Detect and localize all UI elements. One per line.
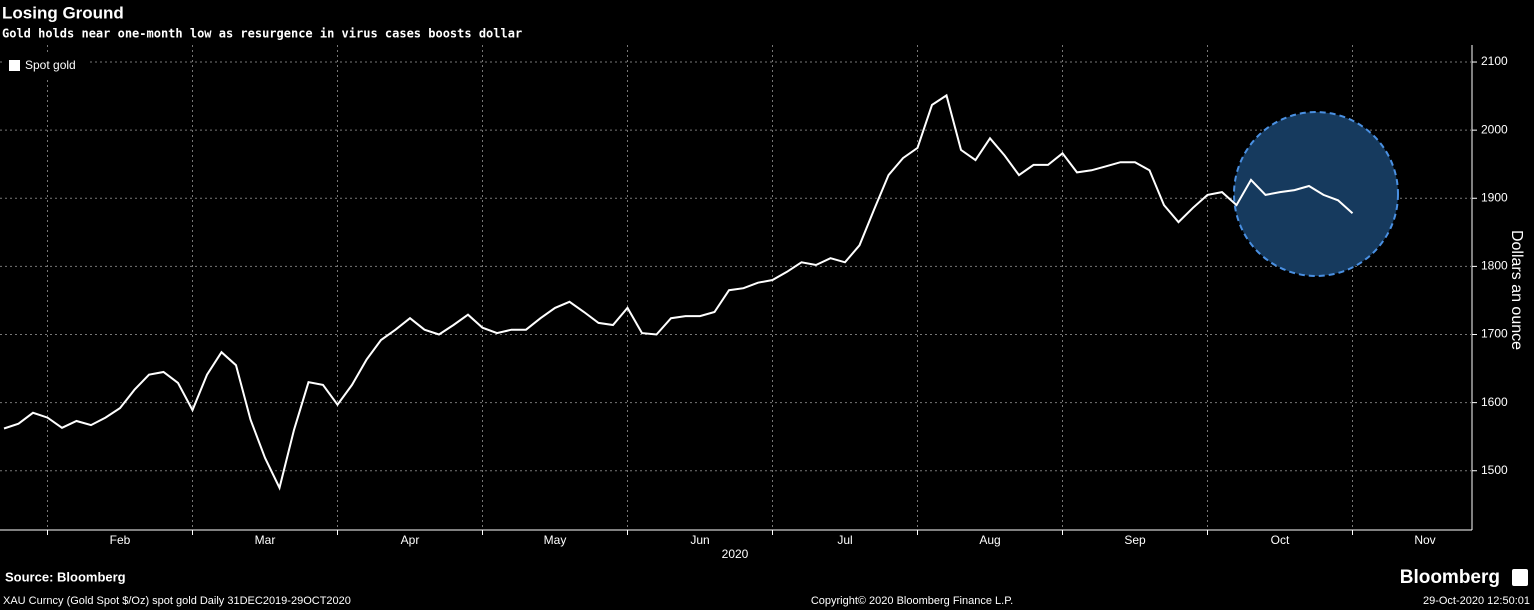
x-tick-label: Jul xyxy=(837,533,852,547)
chart-title: Losing Ground xyxy=(2,3,124,22)
y-tick-label: 1600 xyxy=(1481,395,1508,409)
x-tick-label: Aug xyxy=(979,533,1000,547)
y-axis-label: Dollars an ounce xyxy=(1508,230,1525,350)
y-tick-label: 1900 xyxy=(1481,190,1508,204)
y-tick-label: 2100 xyxy=(1481,54,1508,68)
y-tick-label: 1700 xyxy=(1481,327,1508,341)
source: Source: Bloomberg xyxy=(5,569,126,584)
legend-label: Spot gold xyxy=(25,58,76,72)
x-tick-label: Nov xyxy=(1414,533,1435,547)
x-tick-label: Apr xyxy=(401,533,420,547)
x-tick-label: Mar xyxy=(255,533,276,547)
highlight-circle xyxy=(1233,111,1399,277)
y-tick-label: 1500 xyxy=(1481,463,1508,477)
x-tick-label: Feb xyxy=(110,533,131,547)
x-axis-label: 2020 xyxy=(722,547,749,561)
series-line xyxy=(3,93,1354,491)
brand-logo: Bloomberg xyxy=(1400,567,1500,588)
x-tick-label: May xyxy=(544,533,567,547)
y-tick-label: 1800 xyxy=(1481,259,1508,273)
chart-subtitle: Gold holds near one-month low as resurge… xyxy=(2,27,522,41)
y-tick-label: 2000 xyxy=(1481,122,1508,136)
copyright: Copyright© 2020 Bloomberg Finance L.P. xyxy=(811,595,1013,607)
x-tick-label: Sep xyxy=(1124,533,1146,547)
x-tick-label: Oct xyxy=(1271,533,1290,547)
timestamp: 29-Oct-2020 12:50:01 xyxy=(1423,595,1530,607)
legend-swatch xyxy=(9,60,20,71)
footnote: XAU Curncy (Gold Spot $/Oz) spot gold Da… xyxy=(3,595,351,607)
x-tick-label: Jun xyxy=(690,533,709,547)
brand-icon xyxy=(1512,569,1528,586)
